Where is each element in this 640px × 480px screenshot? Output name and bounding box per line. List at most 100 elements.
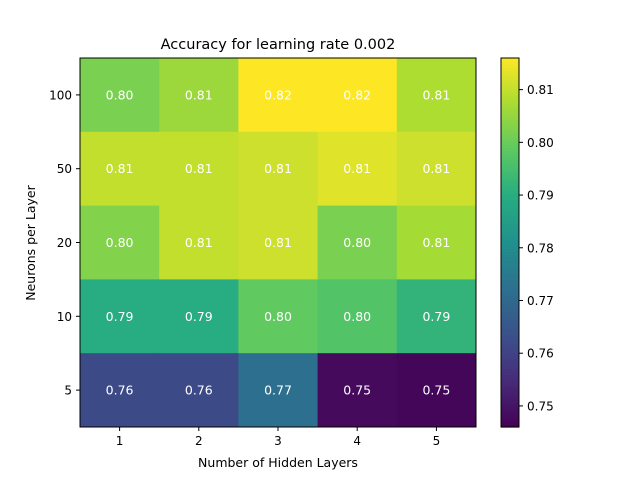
colorbar-segment [501,405,519,410]
colorbar-segment [501,423,519,428]
y-axis-label: Neurons per Layer [23,184,38,300]
colorbar-segment [501,307,519,311]
colorbar-segment [501,285,519,290]
colorbar-segment [501,374,519,379]
colorbar-segment [501,134,519,139]
colorbar-segment [501,230,519,234]
colorbar-segment [501,313,519,317]
colorbar-segment [501,150,519,154]
cell-value-label: 0.79 [422,309,450,324]
heatmap-cell [396,353,477,428]
colorbar-tick-label: 0.77 [527,294,554,308]
colorbar-segment [501,420,519,425]
colorbar-segment [501,97,519,102]
colorbar-segment [501,104,519,108]
colorbar-segment [501,291,519,296]
colorbar-segment [501,319,519,324]
heatmap-cells [80,58,477,428]
heatmap-cell [238,279,319,354]
colorbar-segment [501,353,519,357]
colorbar-segment [501,227,519,231]
colorbar-segment [501,220,519,225]
colorbar-segment [501,331,519,336]
cell-value-label: 0.80 [106,235,134,250]
colorbar-segment [501,254,519,259]
colorbar-segment [501,371,519,376]
colorbar-segment [501,273,519,277]
colorbar-segment [501,337,519,342]
colorbar-segment [501,199,519,204]
colorbar-segment [501,211,519,216]
cell-value-label: 0.81 [106,161,134,176]
cell-value-label: 0.81 [185,161,213,176]
colorbar-tick-label: 0.80 [527,136,554,150]
colorbar-segment [501,165,519,170]
colorbar-segment [501,94,519,99]
x-axis-ticks: 1 2 3 4 5 [116,427,440,448]
colorbar-segment [501,107,519,111]
colorbar-segment [501,88,519,93]
heatmap-cell [238,205,319,280]
heatmap-cell [80,131,160,207]
colorbar-segment [501,390,519,394]
heatmap-cell [80,353,160,428]
colorbar-segment [501,396,519,400]
colorbar-segment [501,208,519,213]
heatmap-cell [396,205,477,280]
cell-value-label: 0.81 [185,235,213,250]
cell-value-label: 0.82 [264,87,292,102]
cell-labels: 0.80 0.81 0.82 0.82 0.81 0.81 0.81 0.81 0.81 0.81… [106,87,451,397]
colorbar-segment [501,181,519,185]
colorbar-segment [501,190,519,194]
colorbar-segment [501,251,519,256]
colorbar-segment [501,264,519,268]
colorbar-segment [501,61,519,65]
cell-value-label: 0.75 [422,383,450,398]
colorbar-segment [501,343,519,348]
x-tick-label: 1 [116,434,124,448]
colorbar-segment [501,359,519,364]
colorbar-segment [501,248,519,253]
colorbar-segment [501,260,519,265]
colorbar-segment [501,368,519,373]
colorbar-segment [501,270,519,274]
cell-value-label: 0.80 [106,87,134,102]
colorbar-segment [501,383,519,388]
colorbar-segment [501,137,519,142]
heatmap-cell [317,131,398,207]
colorbar-segment [501,214,519,219]
heatmap-cell [159,58,239,133]
heatmap-cell [396,58,477,133]
colorbar-segment [501,67,519,71]
colorbar-segment [501,399,519,403]
colorbar-segment [501,257,519,262]
colorbar: 0.75 0.76 0.77 0.78 0.79 0.80 0.81 [500,57,554,428]
colorbar-tick-label: 0.75 [527,399,554,413]
colorbar-segment [501,196,519,201]
cell-value-label: 0.81 [343,161,371,176]
colorbar-segment [501,116,519,121]
colorbar-tick-label: 0.78 [527,241,554,255]
x-axis-label: Number of Hidden Layers [198,455,358,470]
colorbar-segment [501,168,519,173]
y-axis-ticks: 100 50 20 10 5 [49,88,80,398]
heatmap-cell [317,205,398,280]
colorbar-segment [501,128,519,133]
colorbar-segment [501,245,519,250]
cell-value-label: 0.81 [264,235,292,250]
cell-value-label: 0.80 [343,309,371,324]
heatmap-cell [238,353,319,428]
colorbar-segment [501,239,519,244]
colorbar-segment [501,294,519,299]
cell-value-label: 0.76 [185,383,213,398]
colorbar-segment [501,119,519,124]
y-tick-label: 100 [49,88,72,102]
colorbar-tick-label: 0.76 [527,347,554,361]
colorbar-segment [501,387,519,391]
colorbar-segment [501,91,519,96]
heatmap-cell [238,131,319,207]
colorbar-segment [501,365,519,370]
colorbar-segment [501,334,519,339]
heatmap-cell [159,131,239,207]
colorbar-segment [501,282,519,287]
